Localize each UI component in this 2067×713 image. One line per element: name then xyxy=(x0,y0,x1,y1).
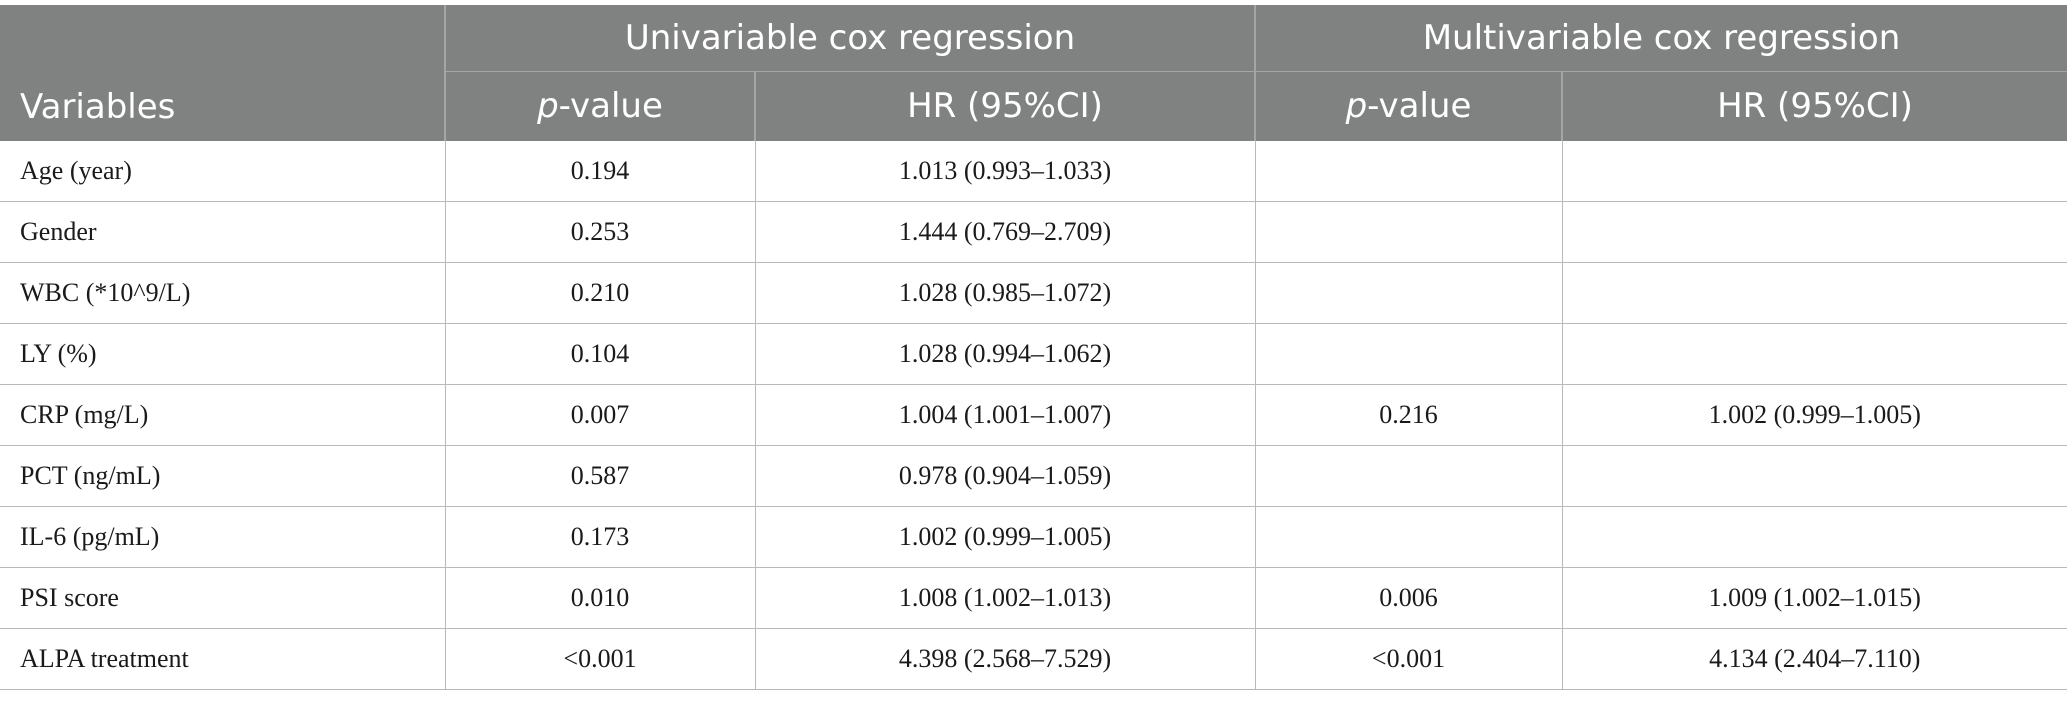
multi-hr-header: HR (95%CI) xyxy=(1561,71,2067,141)
table-row: LY (%) 0.104 1.028 (0.994–1.062) xyxy=(0,323,2067,385)
multivariable-group-header: Multivariable cox regression xyxy=(1254,5,2067,72)
table-row: PCT (ng/mL) 0.587 0.978 (0.904–1.059) xyxy=(0,445,2067,507)
table-header: Variables Univariable cox regression Mul… xyxy=(0,5,2067,141)
table-row: PSI score 0.010 1.008 (1.002–1.013) 0.00… xyxy=(0,567,2067,629)
uni-p-value-header: p-value xyxy=(444,71,755,141)
variable-cell: WBC (*10^9/L) xyxy=(0,262,445,324)
multi-p-cell xyxy=(1254,506,1562,568)
multi-hr-cell xyxy=(1561,506,2067,568)
uni-hr-cell: 1.028 (0.985–1.072) xyxy=(754,262,1255,324)
multi-hr-cell xyxy=(1561,262,2067,324)
multi-p-cell: 0.216 xyxy=(1254,384,1562,446)
multi-hr-cell: 1.002 (0.999–1.005) xyxy=(1561,384,2067,446)
uni-hr-cell: 1.444 (0.769–2.709) xyxy=(754,201,1255,263)
variables-header: Variables xyxy=(0,5,445,141)
variable-cell: Gender xyxy=(0,201,445,263)
table-row: CRP (mg/L) 0.007 1.004 (1.001–1.007) 0.2… xyxy=(0,384,2067,446)
table-row: ALPA treatment <0.001 4.398 (2.568–7.529… xyxy=(0,628,2067,690)
variable-cell: ALPA treatment xyxy=(0,628,445,690)
table-row: IL-6 (pg/mL) 0.173 1.002 (0.999–1.005) xyxy=(0,506,2067,568)
uni-hr-header: HR (95%CI) xyxy=(754,71,1255,141)
uni-hr-cell: 0.978 (0.904–1.059) xyxy=(754,445,1255,507)
uni-p-cell: 0.587 xyxy=(444,445,755,507)
uni-p-cell: 0.253 xyxy=(444,201,755,263)
variable-cell: CRP (mg/L) xyxy=(0,384,445,446)
multi-p-value-header: p-value xyxy=(1254,71,1562,141)
multi-hr-cell: 4.134 (2.404–7.110) xyxy=(1561,628,2067,690)
multi-p-cell xyxy=(1254,323,1562,385)
uni-p-cell: 0.104 xyxy=(444,323,755,385)
uni-p-cell: 0.007 xyxy=(444,384,755,446)
uni-p-cell: <0.001 xyxy=(444,628,755,690)
variable-cell: PSI score xyxy=(0,567,445,629)
uni-p-cell: 0.194 xyxy=(444,141,755,202)
multi-hr-cell: 1.009 (1.002–1.015) xyxy=(1561,567,2067,629)
variable-cell: IL-6 (pg/mL) xyxy=(0,506,445,568)
multi-hr-cell xyxy=(1561,201,2067,263)
cox-regression-table: Variables Univariable cox regression Mul… xyxy=(0,5,2067,690)
p-italic: p xyxy=(1345,85,1368,126)
multi-hr-cell xyxy=(1561,323,2067,385)
table-row: WBC (*10^9/L) 0.210 1.028 (0.985–1.072) xyxy=(0,262,2067,324)
multi-hr-cell xyxy=(1561,445,2067,507)
multi-p-cell: <0.001 xyxy=(1254,628,1562,690)
multi-p-cell xyxy=(1254,262,1562,324)
table-row: Age (year) 0.194 1.013 (0.993–1.033) xyxy=(0,141,2067,202)
uni-hr-cell: 1.013 (0.993–1.033) xyxy=(754,141,1255,202)
table-body: Age (year) 0.194 1.013 (0.993–1.033) Gen… xyxy=(0,141,2067,690)
uni-hr-cell: 1.004 (1.001–1.007) xyxy=(754,384,1255,446)
p-italic: p xyxy=(537,85,559,126)
p-suffix: -value xyxy=(1367,85,1472,126)
multi-p-cell xyxy=(1254,201,1562,263)
uni-hr-cell: 4.398 (2.568–7.529) xyxy=(754,628,1255,690)
uni-p-cell: 0.173 xyxy=(444,506,755,568)
uni-hr-cell: 1.002 (0.999–1.005) xyxy=(754,506,1255,568)
table-row: Gender 0.253 1.444 (0.769–2.709) xyxy=(0,201,2067,263)
uni-hr-cell: 1.028 (0.994–1.062) xyxy=(754,323,1255,385)
multi-p-cell xyxy=(1254,141,1562,202)
multi-p-cell xyxy=(1254,445,1562,507)
variable-cell: PCT (ng/mL) xyxy=(0,445,445,507)
variable-cell: LY (%) xyxy=(0,323,445,385)
uni-hr-cell: 1.008 (1.002–1.013) xyxy=(754,567,1255,629)
variable-cell: Age (year) xyxy=(0,141,445,202)
uni-p-cell: 0.010 xyxy=(444,567,755,629)
univariable-group-header: Univariable cox regression xyxy=(444,5,1255,72)
uni-p-cell: 0.210 xyxy=(444,262,755,324)
p-suffix: -value xyxy=(558,85,663,126)
multi-hr-cell xyxy=(1561,141,2067,202)
cox-regression-table-container: Variables Univariable cox regression Mul… xyxy=(0,5,2067,690)
multi-p-cell: 0.006 xyxy=(1254,567,1562,629)
